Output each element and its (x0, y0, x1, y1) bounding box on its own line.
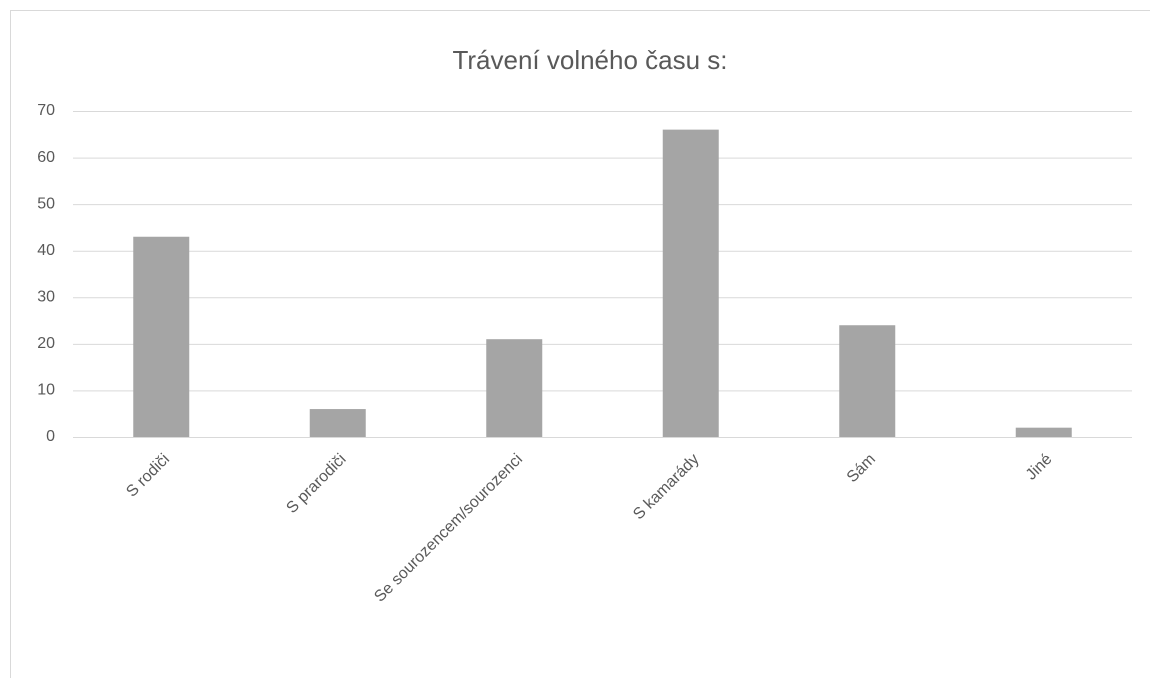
y-tick-label: 50 (37, 195, 55, 212)
y-tick-label: 20 (37, 335, 55, 352)
y-tick-label: 40 (37, 242, 55, 259)
y-tick-label: 60 (37, 149, 55, 166)
bar (133, 236, 190, 437)
bar (839, 325, 896, 437)
y-tick-label: 70 (37, 102, 55, 119)
y-tick-label: 0 (46, 428, 55, 445)
y-tick-label: 30 (37, 289, 55, 306)
y-tick-label: 10 (37, 382, 55, 399)
bar (662, 129, 719, 437)
bar (486, 339, 543, 437)
chart-title: Trávení volného času s: (452, 45, 727, 75)
bar (1015, 427, 1072, 437)
bar (309, 409, 366, 437)
